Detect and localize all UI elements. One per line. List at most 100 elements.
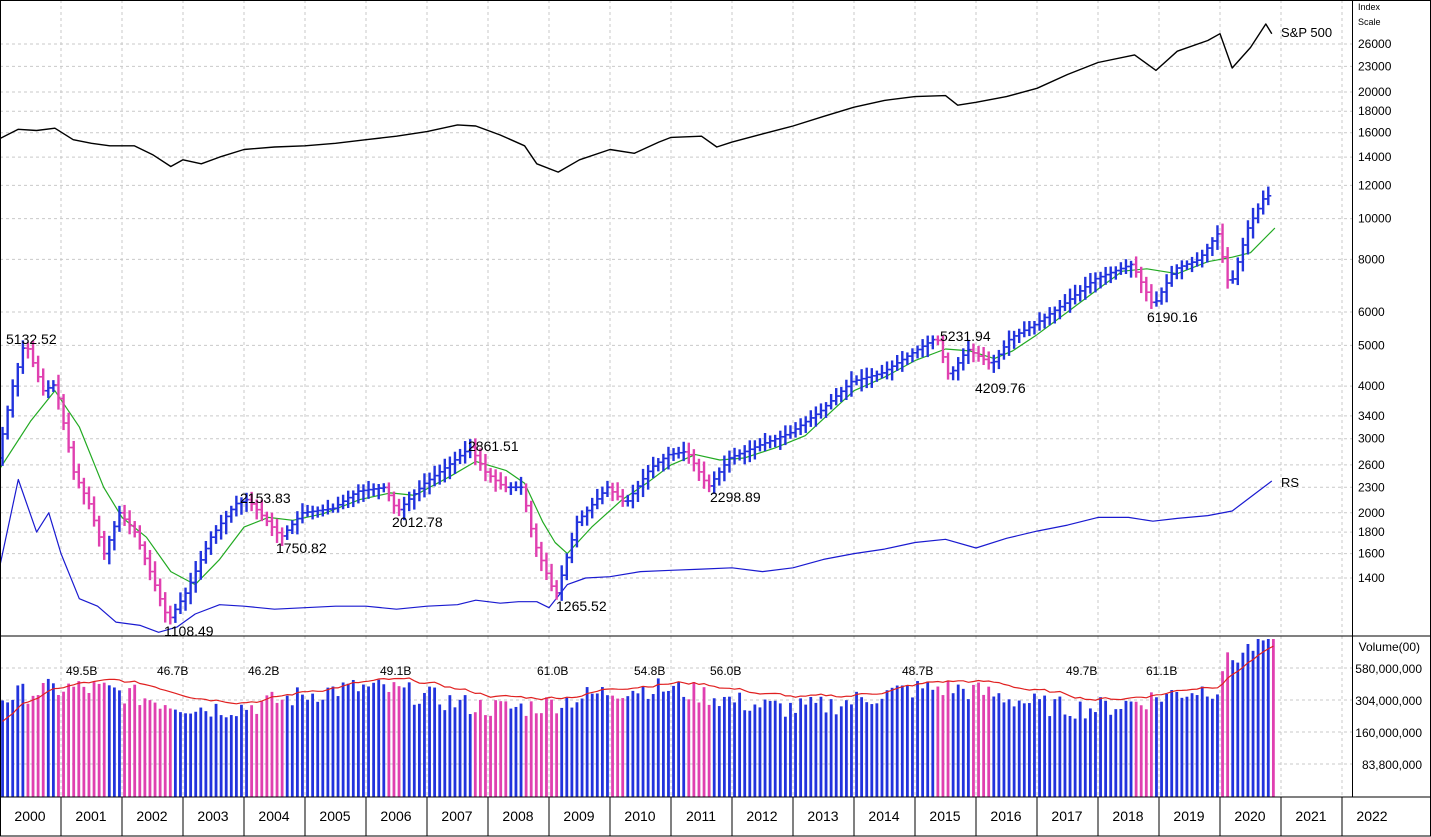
volume-bar xyxy=(1129,701,1133,797)
volume-bar xyxy=(712,698,716,797)
volume-bar xyxy=(397,686,401,797)
volume-bar xyxy=(794,712,797,797)
volume-bar xyxy=(453,707,457,797)
volume-bar xyxy=(961,688,965,797)
price-tick-label: 2000 xyxy=(1358,506,1385,520)
volume-bar xyxy=(407,682,411,797)
volume-annotation: 56.0B xyxy=(710,664,741,678)
volume-bar xyxy=(809,696,813,797)
volume-bar xyxy=(911,697,914,797)
volume-bar xyxy=(728,696,731,797)
volume-bar xyxy=(468,714,472,797)
volume-bar xyxy=(834,714,838,797)
volume-bar xyxy=(123,703,126,797)
year-tick-label: 2009 xyxy=(563,808,594,824)
volume-bar xyxy=(565,697,569,797)
volume-bar xyxy=(672,685,675,797)
volume-bar xyxy=(1139,705,1143,797)
volume-bar xyxy=(138,705,142,797)
volume-bar xyxy=(916,681,919,797)
volume-bar xyxy=(580,698,584,797)
volume-bar xyxy=(1114,709,1118,797)
volume-bar xyxy=(478,699,482,797)
volume-bar xyxy=(107,685,111,797)
volume-bar xyxy=(738,692,742,797)
volume-bar xyxy=(1190,693,1194,797)
volume-bar xyxy=(184,713,187,797)
volume-bar xyxy=(956,684,960,797)
price-annotation: 4209.76 xyxy=(975,380,1026,396)
volume-bar xyxy=(570,707,574,797)
volume-bar xyxy=(987,686,991,797)
volume-bar xyxy=(41,683,45,797)
volume-tick-label: 83,800,000 xyxy=(1362,758,1422,772)
price-gridlines xyxy=(0,0,1352,797)
volume-bar xyxy=(87,693,91,797)
volume-bar xyxy=(931,689,935,797)
volume-bar xyxy=(575,702,579,797)
year-tick-label: 2022 xyxy=(1356,808,1387,824)
volume-bar xyxy=(753,704,757,797)
year-tick-label: 2016 xyxy=(990,808,1021,824)
volume-bar xyxy=(362,684,365,797)
volume-bar xyxy=(966,699,970,797)
volume-bar xyxy=(697,702,701,797)
volume-annotation: 61.1B xyxy=(1146,664,1177,678)
volume-bar xyxy=(951,693,955,797)
volume-bar xyxy=(641,686,645,797)
year-tick-label: 2011 xyxy=(686,808,716,824)
volume-bar xyxy=(1,700,4,797)
price-tick-label: 2600 xyxy=(1358,458,1385,472)
price-tick-label: 5000 xyxy=(1358,338,1385,352)
price-tick-label: 12000 xyxy=(1358,178,1392,192)
volume-bar xyxy=(905,685,909,797)
rs-label: RS xyxy=(1281,475,1299,490)
annotations: 5132.52 1108.49 2153.83 1750.82 2012.78 2861.… xyxy=(6,25,1332,678)
volume-bar xyxy=(189,713,193,797)
volume-bar xyxy=(1226,652,1230,797)
volume-bar xyxy=(179,712,182,797)
volume-bar xyxy=(1033,693,1036,797)
volume-bar xyxy=(1073,718,1077,797)
volume-bar xyxy=(484,715,487,797)
volume-bar xyxy=(1155,697,1158,797)
price-annotation: 6190.16 xyxy=(1147,309,1198,325)
volume-bar xyxy=(992,696,996,797)
volume-bar xyxy=(636,693,640,797)
year-tick-label: 2001 xyxy=(75,808,106,824)
volume-bar xyxy=(900,685,904,797)
volume-bar xyxy=(1180,697,1184,797)
volume-bar xyxy=(250,705,254,797)
volume-bar xyxy=(789,702,792,797)
volume-bar xyxy=(855,691,858,797)
volume-bar xyxy=(133,684,137,797)
volume-bar xyxy=(301,694,304,797)
year-tick-label: 2002 xyxy=(136,808,167,824)
volume-bar xyxy=(824,712,828,797)
sp500-series xyxy=(0,23,1273,173)
year-tick-label: 2004 xyxy=(258,808,289,824)
volume-bar xyxy=(600,687,604,797)
volume-annotation: 49.7B xyxy=(1066,664,1097,678)
volume-bar xyxy=(224,717,228,797)
volume-bar xyxy=(173,709,177,797)
year-tick-label: 2007 xyxy=(441,808,472,824)
volume-bar xyxy=(1231,660,1235,797)
volume-bar xyxy=(921,688,925,797)
year-tick-label: 2019 xyxy=(1173,808,1204,824)
volume-bar xyxy=(1027,703,1031,797)
volume-bar xyxy=(382,684,386,797)
volume-bar xyxy=(1068,716,1072,797)
volume-bar xyxy=(51,683,55,797)
volume-bar xyxy=(1144,709,1148,797)
volume-bar xyxy=(880,698,884,797)
volume-bar xyxy=(539,713,543,797)
volume-bar xyxy=(331,686,335,797)
volume-bar xyxy=(16,685,20,797)
volume-bar xyxy=(1271,639,1275,797)
volume-bar xyxy=(626,696,630,797)
volume-bar xyxy=(280,699,284,797)
volume-bar xyxy=(463,695,467,797)
volume-ma-series xyxy=(2,645,1274,722)
